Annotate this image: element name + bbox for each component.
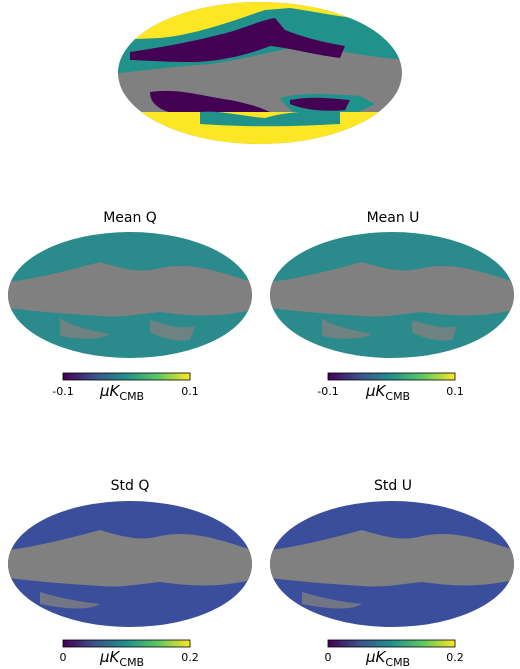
std-u-map <box>270 501 514 627</box>
panel-title-std-q: Std Q <box>110 478 150 494</box>
mean-u-map <box>270 232 514 358</box>
std-q-max-tick: 0.2 <box>181 651 199 664</box>
mean-u-max-tick: 0.1 <box>446 385 464 398</box>
panel-title-mean-q: Mean Q <box>103 210 157 226</box>
mean-q-unit: μKCMB <box>100 382 145 403</box>
std-q-map <box>8 501 252 627</box>
std-q-min-tick: 0 <box>59 651 67 664</box>
colorbar-mean-u <box>327 372 456 381</box>
std-u-min-tick: 0 <box>324 651 332 664</box>
mask-map <box>118 2 402 144</box>
mean-u-unit: μKCMB <box>366 382 411 403</box>
panel-title-std-u: Std U <box>374 478 412 494</box>
panel-title-mean-u: Mean U <box>366 210 420 226</box>
mean-q-min-tick: -0.1 <box>52 385 74 398</box>
std-u-max-tick: 0.2 <box>446 651 464 664</box>
colorbar-std-q <box>62 639 191 648</box>
mean-q-map <box>8 232 252 358</box>
mean-u-min-tick: -0.1 <box>317 385 339 398</box>
mean-q-max-tick: 0.1 <box>181 385 199 398</box>
std-u-unit: μKCMB <box>366 648 411 669</box>
colorbar-mean-q <box>62 372 191 381</box>
colorbar-std-u <box>327 639 456 648</box>
std-q-unit: μKCMB <box>100 648 145 669</box>
